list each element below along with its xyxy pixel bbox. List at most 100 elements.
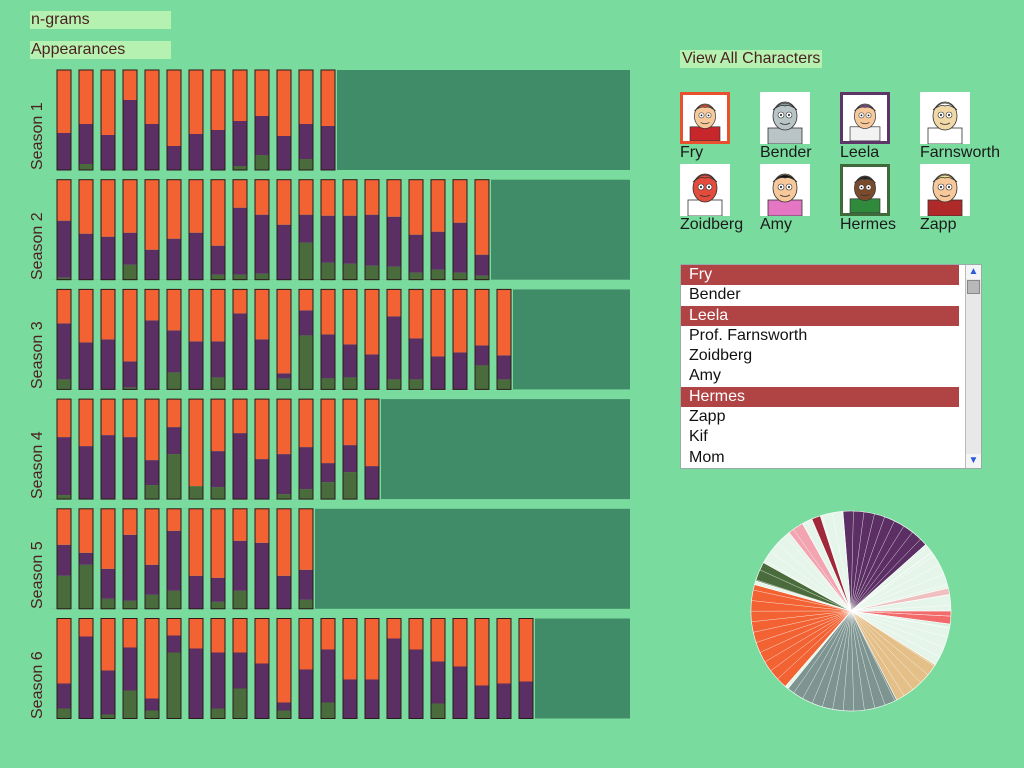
character-portrait-icon[interactable] (920, 164, 970, 216)
bar-segment-hermes (299, 335, 313, 390)
list-item[interactable]: Zoidberg (689, 347, 753, 365)
bar-segment-leela (167, 146, 181, 170)
episode-bar (232, 69, 248, 171)
list-item[interactable]: Mom (689, 448, 725, 466)
bar-segment-leela (453, 222, 467, 273)
list-item[interactable]: Kif (689, 428, 708, 446)
character-portrait-icon[interactable] (840, 164, 890, 216)
bar-segment-leela (189, 575, 203, 609)
bar-segment-leela (255, 542, 269, 609)
character-name: Farnsworth (920, 144, 1001, 161)
character-portrait-icon[interactable] (680, 92, 730, 144)
pie-hairline (850, 605, 951, 612)
bar-segment-fry (431, 618, 445, 662)
bar-segment-fry (277, 179, 291, 225)
character-portrait-icon[interactable] (760, 164, 810, 216)
bar-segment-fry (255, 508, 269, 543)
bar-segment-leela (255, 663, 269, 719)
bar-segment-leela (123, 232, 137, 265)
scroll-up-arrow-icon[interactable]: ▲ (966, 265, 981, 279)
pie-hairline (850, 610, 945, 648)
list-item[interactable]: Fry (681, 265, 959, 286)
pie-slice (750, 584, 852, 687)
bar-segment-leela (321, 334, 335, 379)
pie-hairline (785, 610, 852, 687)
character-portrait-icon[interactable] (760, 92, 810, 144)
episode-bar (386, 179, 402, 281)
bar-segment-leela (277, 575, 291, 609)
scroll-down-arrow-icon[interactable]: ▼ (966, 454, 981, 468)
character-portrait-icon[interactable] (920, 92, 970, 144)
bar-segment-fry (365, 399, 379, 467)
pie-hairline (770, 551, 852, 612)
character-card-hermes[interactable]: Hermes (840, 164, 920, 234)
list-item[interactable]: Zapp (689, 408, 726, 426)
scroll-thumb[interactable] (967, 280, 980, 294)
view-all-characters-button[interactable]: View All Characters (680, 50, 823, 68)
character-card-zapp[interactable]: Zapp (920, 164, 1000, 234)
list-item[interactable]: Amy (689, 367, 721, 385)
list-item[interactable]: Bender (689, 286, 741, 304)
bar-segment-leela (277, 373, 291, 379)
episode-bar (166, 508, 182, 610)
bar-segment-leela (475, 345, 489, 366)
episode-bar (144, 179, 160, 281)
bar-segment-fry (475, 179, 489, 255)
bar-segment-leela (343, 344, 357, 378)
episode-bar (276, 508, 292, 610)
bar-segment-leela (497, 683, 511, 719)
character-portrait-icon[interactable] (680, 164, 730, 216)
character-card-farnsworth[interactable]: Farnsworth (920, 92, 1000, 162)
bar-segment-hermes (321, 262, 335, 280)
episode-bar (232, 398, 248, 500)
bar-segment-hermes (387, 266, 401, 280)
bar-segment-leela (277, 136, 291, 170)
bar-segment-leela (123, 534, 137, 601)
bar-segment-leela (57, 544, 71, 576)
tab-appearances[interactable]: Appearances (30, 41, 171, 59)
episode-bar (122, 179, 138, 281)
character-listbox[interactable]: Fry Bender Leela Prof. Farnsworth Zoidberg Am… (680, 264, 982, 469)
pie-hairline (850, 511, 865, 612)
bar-segment-fry (387, 618, 401, 639)
pie-hairline (832, 512, 852, 612)
bar-segment-leela (123, 437, 137, 500)
bar-segment-leela (79, 636, 93, 719)
episode-bar (298, 618, 314, 719)
bar-segment-leela (299, 669, 313, 719)
bar-segment-leela (57, 220, 71, 278)
bar-segment-fry (123, 508, 137, 535)
character-name: Bender (760, 144, 812, 161)
bar-segment-fry (211, 618, 225, 653)
bar-segment-fry (101, 70, 115, 135)
character-card-zoidberg[interactable]: Zoidberg (680, 164, 760, 234)
bar-segment-leela (167, 427, 181, 455)
character-card-leela[interactable]: Leela (840, 92, 920, 162)
bar-segment-fry (299, 399, 313, 448)
bar-segment-hermes (299, 242, 313, 280)
pie-hairline (850, 610, 855, 711)
episode-bar (386, 618, 402, 719)
list-item[interactable]: Prof. Farnsworth (689, 326, 808, 344)
character-card-amy[interactable]: Amy (760, 164, 840, 234)
bar-segment-fry (387, 179, 401, 217)
bar-segment-hermes (167, 590, 181, 609)
bar-segment-leela (101, 236, 115, 280)
bar-segment-leela (79, 124, 93, 164)
character-portrait-icon[interactable] (840, 92, 890, 144)
character-card-bender[interactable]: Bender (760, 92, 840, 162)
bar-segment-fry (79, 618, 93, 637)
episode-bar (56, 179, 72, 281)
bar-segment-leela (57, 683, 71, 709)
pie-hairline (850, 516, 885, 612)
bar-segment-fry (145, 70, 159, 124)
list-scrollbar[interactable]: ▲ ▼ (965, 265, 981, 468)
episode-bar (56, 508, 72, 610)
bar-segment-leela (365, 466, 379, 500)
bar-segment-hermes (233, 590, 247, 609)
list-item[interactable]: Hermes (681, 386, 959, 408)
list-item[interactable]: Leela (681, 305, 959, 326)
character-card-fry[interactable]: Fry (680, 92, 760, 162)
tab-ngrams[interactable]: n-grams (30, 11, 171, 29)
bar-segment-fry (123, 399, 137, 438)
